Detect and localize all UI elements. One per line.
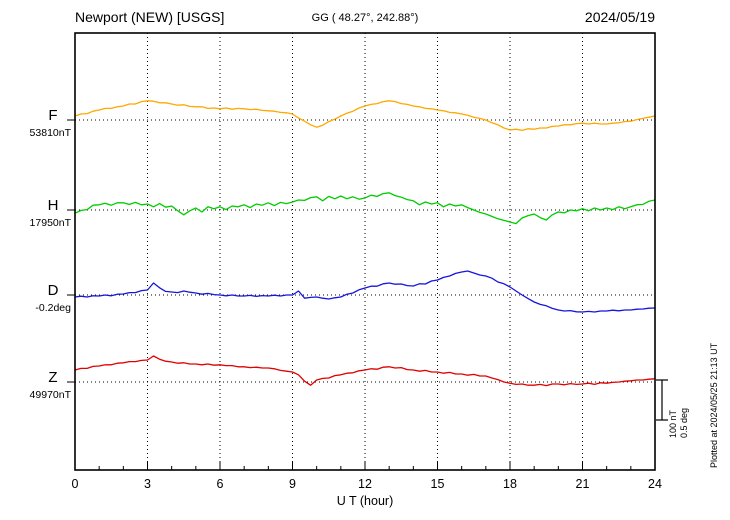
traces bbox=[74, 100, 656, 387]
x-tick-label: 15 bbox=[431, 477, 445, 491]
trace-baseline-value-D: -0.2deg bbox=[35, 302, 71, 314]
x-tick-label: 12 bbox=[358, 477, 372, 491]
x-tick-label: 24 bbox=[648, 477, 662, 491]
x-tick-label: 3 bbox=[144, 477, 151, 491]
trace-Z bbox=[74, 355, 656, 387]
axis-ticks: 0 3 6 9 12 15 18 21 24 bbox=[67, 119, 662, 491]
scale-bracket bbox=[656, 379, 668, 421]
trace-letter-D: D bbox=[48, 282, 59, 299]
x-tick-label: 21 bbox=[576, 477, 590, 491]
plot-border bbox=[74, 32, 656, 471]
geo-coordinates: GG ( 48.27°, 242.88°) bbox=[312, 12, 419, 24]
trace-baseline-value-H: 17950nT bbox=[30, 217, 72, 229]
trace-letter-H: H bbox=[48, 197, 59, 214]
plotted-at-note: Plotted at 2024/05/25 21:13 UT bbox=[709, 342, 719, 468]
trace-F bbox=[74, 100, 656, 132]
trace-D bbox=[74, 270, 656, 313]
x-tick-label: 18 bbox=[503, 477, 517, 491]
trace-baseline-value-F: 53810nT bbox=[30, 127, 72, 139]
scalebar-nt-label: 100 nT bbox=[668, 409, 678, 438]
trace-H bbox=[74, 192, 656, 225]
gridlines bbox=[75, 33, 655, 470]
trace-letter-F: F bbox=[48, 107, 57, 124]
x-tick-label: 6 bbox=[217, 477, 224, 491]
trace-labels: F 53810nT H 17950nT D -0.2deg Z 49970nT bbox=[30, 107, 72, 401]
plot-date: 2024/05/19 bbox=[585, 9, 655, 25]
x-tick-label: 0 bbox=[72, 477, 79, 491]
x-tick-label: 9 bbox=[289, 477, 296, 491]
trace-baseline-value-Z: 49970nT bbox=[30, 389, 72, 401]
trace-letter-Z: Z bbox=[48, 369, 57, 386]
x-axis-label: U T (hour) bbox=[337, 494, 394, 508]
scalebar-deg-label: 0.5 deg bbox=[679, 408, 689, 438]
station-title: Newport (NEW) [USGS] bbox=[75, 9, 224, 25]
